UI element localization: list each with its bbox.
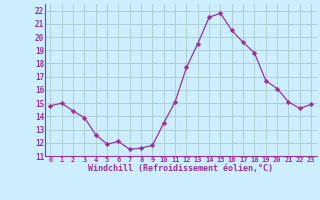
X-axis label: Windchill (Refroidissement éolien,°C): Windchill (Refroidissement éolien,°C) bbox=[88, 164, 273, 173]
